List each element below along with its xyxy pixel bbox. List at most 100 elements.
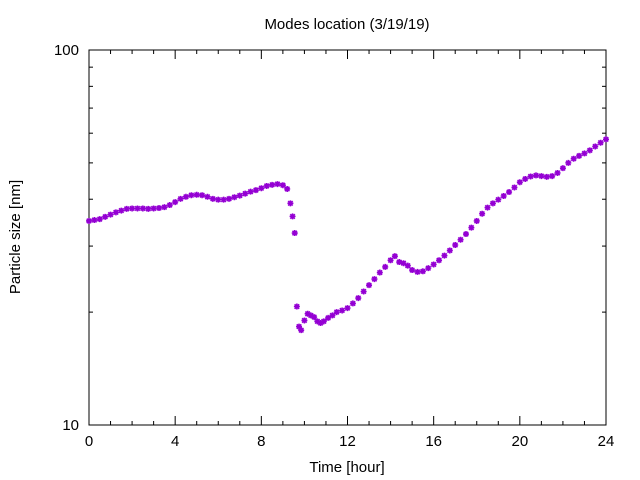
- data-point: [344, 305, 351, 312]
- data-point: [209, 195, 216, 202]
- data-point: [425, 265, 432, 272]
- data-point: [516, 179, 523, 186]
- data-point: [391, 253, 398, 260]
- data-point: [586, 147, 593, 154]
- data-point: [430, 261, 437, 268]
- data-point: [549, 173, 556, 180]
- x-tick-label: 4: [171, 433, 179, 450]
- x-axis-label: Time [hour]: [309, 459, 384, 476]
- data-point: [522, 175, 529, 182]
- data-point: [473, 217, 480, 224]
- data-point: [409, 267, 416, 274]
- data-point: [188, 192, 195, 199]
- data-point: [156, 205, 163, 212]
- data-point: [382, 263, 389, 270]
- y-tick-labels: 10 100: [54, 42, 79, 434]
- data-point: [489, 200, 496, 207]
- data-point: [193, 191, 200, 198]
- data-point: [279, 182, 286, 189]
- data-point: [565, 159, 572, 166]
- data-point: [333, 309, 340, 316]
- data-point: [123, 205, 130, 212]
- data-point: [242, 190, 249, 197]
- chart-title: Modes location (3/19/19): [264, 16, 429, 33]
- data-point: [102, 213, 109, 220]
- plot-frame: [88, 49, 607, 426]
- data-point: [320, 318, 327, 325]
- data-point: [129, 205, 136, 212]
- data-point: [592, 143, 599, 150]
- data-point: [419, 268, 426, 275]
- data-point: [134, 205, 141, 212]
- data-point: [145, 205, 152, 212]
- y-tick-label: 10: [62, 417, 79, 434]
- x-tick-labels: 0 4 8 12 16 20 24: [85, 433, 615, 450]
- x-tick-label: 16: [425, 433, 442, 450]
- data-point: [484, 204, 491, 211]
- data-point: [231, 194, 238, 201]
- data-point: [506, 189, 513, 196]
- data-point: [543, 173, 550, 180]
- x-tick-label: 8: [257, 433, 265, 450]
- data-point: [96, 216, 103, 223]
- data-point: [307, 312, 314, 319]
- data-point: [139, 205, 146, 212]
- data-point: [287, 200, 294, 207]
- data-point: [603, 136, 609, 143]
- data-point: [150, 205, 157, 212]
- data-point: [495, 196, 502, 203]
- data-point: [204, 193, 211, 200]
- data-point: [247, 188, 254, 195]
- data-point: [199, 192, 206, 199]
- data-point: [226, 195, 233, 202]
- data-point: [293, 303, 300, 310]
- data-point: [304, 310, 311, 317]
- data-point: [355, 295, 362, 302]
- data-point: [387, 257, 394, 264]
- data-point: [311, 314, 318, 321]
- data-point: [500, 193, 507, 200]
- data-point: [360, 288, 367, 295]
- data-point: [274, 181, 281, 188]
- data-point: [325, 314, 332, 321]
- data-point: [400, 260, 407, 267]
- data-point: [581, 150, 588, 157]
- data-point: [457, 236, 464, 243]
- data-point: [172, 199, 179, 206]
- data-point: [559, 165, 566, 172]
- data-point: [339, 307, 346, 314]
- data-point: [220, 196, 227, 203]
- data-points: [86, 136, 609, 334]
- data-point: [538, 173, 545, 180]
- data-point: [118, 207, 125, 214]
- data-point: [182, 193, 189, 200]
- data-point: [376, 269, 383, 276]
- data-point: [317, 320, 324, 327]
- x-tick-label: 24: [598, 433, 615, 450]
- data-point: [263, 182, 270, 189]
- data-point: [284, 185, 291, 192]
- data-point: [166, 202, 173, 209]
- data-point: [511, 184, 518, 191]
- x-tick-label: 20: [511, 433, 528, 450]
- data-point: [479, 210, 486, 217]
- data-point: [236, 192, 243, 199]
- x-tick-label: 12: [339, 433, 356, 450]
- data-point: [298, 327, 305, 334]
- data-point: [215, 196, 222, 203]
- data-point: [527, 173, 534, 180]
- data-point: [86, 217, 92, 224]
- data-point: [452, 241, 459, 248]
- data-point: [436, 257, 443, 264]
- data-point: [289, 213, 296, 220]
- data-point: [404, 262, 411, 269]
- data-point: [597, 139, 604, 146]
- x-tick-label: 0: [85, 433, 93, 450]
- data-point: [161, 204, 168, 211]
- data-point: [177, 195, 184, 202]
- data-point: [112, 209, 119, 216]
- data-point: [576, 152, 583, 159]
- y-axis-label: Particle size [nm]: [7, 180, 24, 294]
- data-point: [570, 155, 577, 162]
